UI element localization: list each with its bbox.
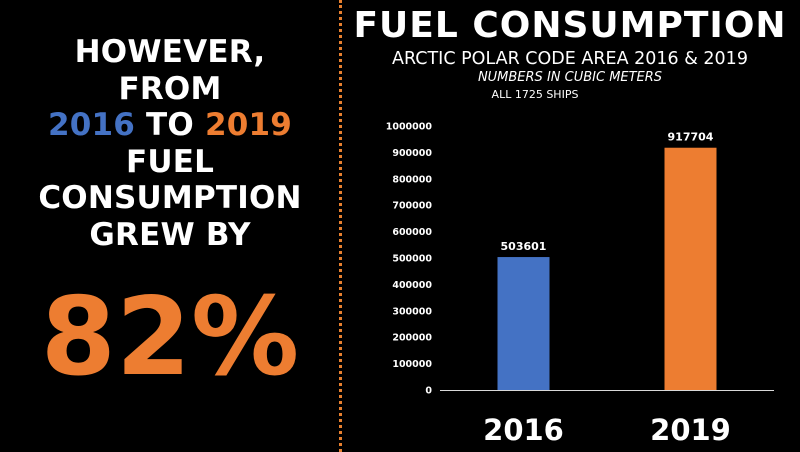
bar-2019 <box>664 147 717 390</box>
data-label-2019: 917704 <box>668 131 714 144</box>
y-tick-label: 400000 <box>392 280 432 291</box>
headline-line-however: HOWEVER, <box>74 34 266 70</box>
category-label-2016: 2016 <box>483 413 564 447</box>
headline-line-grew-by: GREW BY <box>89 216 251 253</box>
headline-line-years: 2016 TO 2019 <box>0 107 340 144</box>
left-panel: HOWEVER, FROM 2016 TO 2019 FUEL CONSUMPT… <box>0 0 340 452</box>
data-label-2016: 503601 <box>501 240 547 253</box>
headline: HOWEVER, FROM 2016 TO 2019 FUEL CONSUMPT… <box>0 34 340 253</box>
growth-percentage: 82% <box>40 275 300 400</box>
to-word: TO <box>135 107 205 143</box>
y-tick-label: 900000 <box>392 148 432 159</box>
units-note: NUMBERS IN CUBIC METERS <box>477 70 663 85</box>
y-tick-label: 700000 <box>392 201 432 212</box>
year-to: 2019 <box>204 107 293 143</box>
headline-line-fuel: FUEL <box>125 143 215 180</box>
y-tick-label: 300000 <box>392 306 432 317</box>
headline-line-consumption: CONSUMPTION <box>38 180 302 216</box>
bar-2016 <box>497 257 550 390</box>
chart-subtitle: ARCTIC POLAR CODE AREA 2016 & 2019 <box>392 49 748 69</box>
y-tick-label: 0 <box>425 386 432 397</box>
y-tick-label: 500000 <box>392 254 432 265</box>
headline-line-from: FROM <box>118 70 222 107</box>
y-tick-label: 1000000 <box>386 122 433 133</box>
y-tick-label: 200000 <box>392 333 432 344</box>
y-tick-label: 600000 <box>392 227 432 238</box>
category-label-2019: 2019 <box>650 413 731 447</box>
ships-note: ALL 1725 SHIPS <box>491 88 579 101</box>
y-tick-label: 100000 <box>392 359 432 370</box>
year-from: 2016 <box>47 107 136 143</box>
y-tick-label: 800000 <box>392 174 432 185</box>
dotted-divider <box>339 0 342 452</box>
chart-title: FUEL CONSUMPTION <box>353 5 787 46</box>
